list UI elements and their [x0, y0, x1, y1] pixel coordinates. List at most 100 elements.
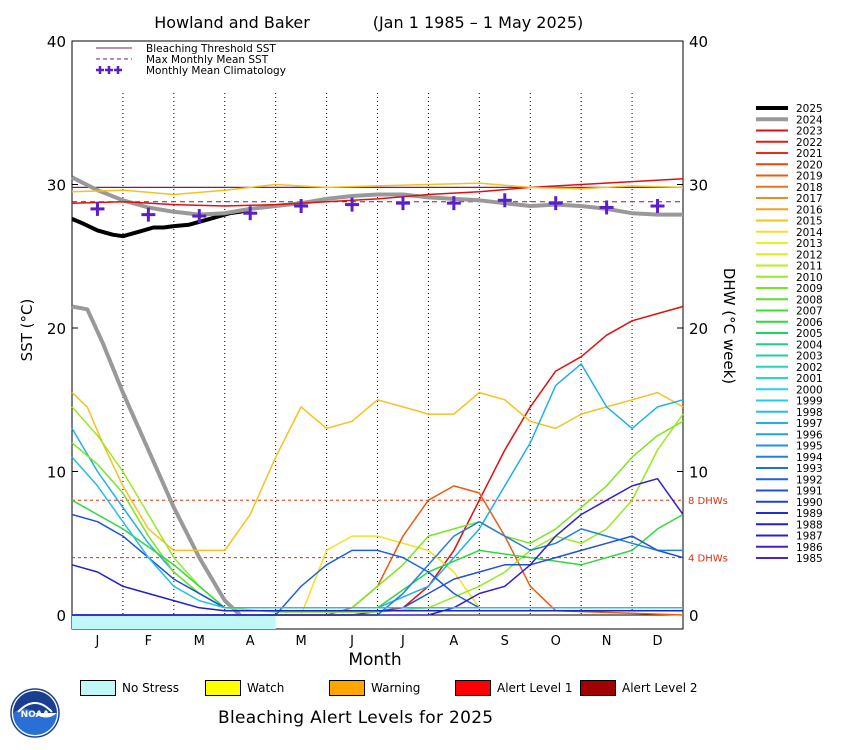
series-1997-dhw: [71, 363, 684, 609]
no-stress-swatch: [80, 680, 116, 696]
year-legend-label: 2024: [796, 114, 823, 126]
climatology-marker: [243, 206, 258, 221]
noaa-logo-icon: NOAA: [10, 688, 60, 738]
climatology-marker: [90, 201, 105, 216]
year-legend-label: 1994: [796, 452, 823, 464]
x-tick-label: A: [449, 634, 458, 649]
alert-level-2-label: Alert Level 2: [622, 681, 698, 695]
y-tick-label-left: 10: [47, 464, 66, 482]
series-1987-dhw: [72, 477, 684, 616]
chart-legend-label: Max Monthly Mean SST: [146, 54, 269, 66]
plot-frame: [71, 40, 684, 630]
y-tick-label-left: 20: [47, 320, 66, 338]
series-2015-sst: [71, 182, 684, 196]
year-legend-label: 2018: [796, 182, 823, 194]
alert-level-2-swatch: [580, 680, 616, 696]
series-1994-dhw: [72, 520, 683, 616]
year-legend-label: 1986: [796, 542, 823, 554]
chart-title-site: Howland and Baker: [154, 13, 310, 32]
y-tick-label-left: 40: [47, 33, 66, 51]
series-2024-sst: [71, 175, 683, 217]
series-2009-dhw: [71, 420, 684, 609]
year-legend-label: 1985: [796, 553, 823, 565]
x-axis-label: Month: [348, 650, 401, 670]
climatology-marker: [599, 200, 614, 215]
y-tick-label-right: 0: [689, 607, 699, 625]
year-legend-label: 2010: [796, 272, 823, 284]
footer-title: Bleaching Alert Levels for 2025: [218, 708, 494, 728]
year-legend-label: 2015: [796, 216, 823, 228]
year-legend-label: 1997: [796, 418, 823, 430]
legend-alert-level-1: Alert Level 1: [455, 680, 573, 696]
year-legend-label: 2003: [796, 351, 823, 363]
year-legend-label: 1996: [796, 429, 823, 441]
chart-legend-label: Monthly Mean Climatology: [146, 65, 286, 77]
watch-swatch: [205, 680, 241, 696]
x-tick-label: J: [95, 634, 100, 649]
year-legend-label: 1988: [796, 519, 823, 531]
x-tick-label: S: [501, 634, 509, 649]
year-legend-label: 2008: [796, 294, 823, 306]
x-tick-label: M: [194, 634, 205, 649]
year-legend-label: 2017: [796, 193, 823, 205]
series-1998-dhw: [71, 456, 683, 609]
climatology-marker: [446, 196, 461, 211]
x-tick-label: O: [551, 634, 561, 649]
legend-no-stress: No Stress: [80, 680, 179, 696]
climatology-marker: [497, 193, 512, 208]
year-legend-label: 2001: [796, 373, 823, 385]
legend-watch: Watch: [205, 680, 284, 696]
year-legend-label: 2004: [796, 339, 823, 351]
plot-area: 0 0 10 10 20 20 30 30 40 40 J F M A M J J A S O N D 8 DHWs 4 DH…: [47, 33, 728, 649]
climatology-marker: [650, 199, 665, 214]
climatology-marker: [345, 197, 360, 212]
x-tick-label: D: [653, 634, 663, 649]
climatology-marker: [141, 207, 156, 222]
year-legend-label: 2023: [796, 126, 823, 138]
year-legend-label: 2025: [796, 103, 823, 115]
chart-title-range: (Jan 1 1985 – 1 May 2025): [373, 13, 584, 32]
series-2024-dhw: [71, 304, 242, 617]
series-2019-dhw: [72, 485, 684, 616]
noaa-logo-text: NOAA: [21, 710, 50, 720]
series-1988-dhw: [71, 564, 683, 612]
x-tick-label: M: [296, 634, 307, 649]
legend-alert-level-2: Alert Level 2: [580, 680, 698, 696]
year-legend-label: 1999: [796, 396, 823, 408]
series-2014-dhw: [72, 535, 683, 616]
year-legend-label: 2019: [796, 171, 823, 183]
series-2023-sst: [71, 178, 684, 207]
y-tick-label-right: 20: [689, 320, 708, 338]
year-legend-label: 2014: [796, 227, 823, 239]
series-2010-dhw: [71, 406, 684, 613]
year-legend-label: 2020: [796, 159, 823, 171]
watch-label: Watch: [247, 681, 285, 695]
year-legend-label: 2016: [796, 204, 823, 216]
alert-status-bar: [72, 615, 276, 629]
y-tick-label-right: 30: [689, 177, 708, 195]
alert-level-1-label: Alert Level 1: [497, 681, 573, 695]
alert-level-legend: No Stress Watch Warning Alert Level 1 Al…: [80, 680, 720, 698]
y-axis-label-right: DHW (°C week): [720, 268, 738, 384]
climatology-marker: [548, 196, 563, 211]
dhw-reference-label: 4 DHWs: [688, 554, 728, 565]
year-legend-label: 2005: [796, 328, 823, 340]
x-tick-label: F: [145, 634, 152, 649]
x-tick-label: A: [246, 634, 255, 649]
alert-level-1-swatch: [455, 680, 491, 696]
series-2015-dhw: [71, 391, 684, 552]
year-legend-label: 1998: [796, 407, 823, 419]
year-legend-label: 2013: [796, 238, 823, 250]
series-1991-dhw: [71, 513, 684, 609]
warning-label: Warning: [371, 681, 421, 695]
year-legend-label: 1989: [796, 508, 823, 520]
series-2023-dhw: [72, 305, 684, 616]
year-legend-label: 1992: [796, 474, 823, 486]
climatology-marker: [294, 199, 309, 214]
chart-legend-label: Bleaching Threshold SST: [146, 43, 276, 55]
year-legend-label: 1990: [796, 497, 823, 509]
y-tick-label-right: 10: [689, 464, 708, 482]
warning-swatch: [329, 680, 365, 696]
year-legend-label: 2022: [796, 137, 823, 149]
